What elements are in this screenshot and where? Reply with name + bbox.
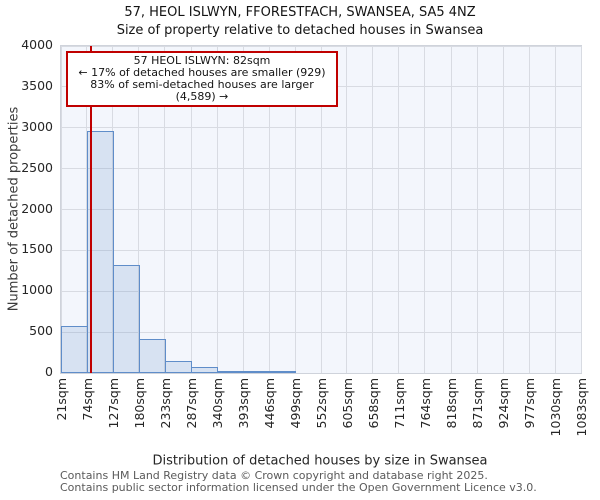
annotation-line-1: 57 HEOL ISLWYN: 82sqm [133, 54, 271, 67]
y-tick-label: 4000 [21, 37, 53, 52]
y-tick-label: 3500 [21, 77, 53, 93]
gridline-horizontal [61, 290, 581, 292]
property-size-marker-line [89, 46, 92, 373]
histogram-bar [269, 371, 297, 373]
y-tick-label: 500 [29, 323, 53, 339]
x-tick-label: 658sqm [365, 378, 381, 429]
gridline-vertical [580, 46, 582, 373]
gridline-horizontal [61, 45, 581, 47]
x-tick-label: 180sqm [131, 378, 147, 429]
chart-subtitle: Size of property relative to detached ho… [116, 23, 484, 38]
x-tick-label: 818sqm [444, 378, 460, 429]
x-tick-label: 552sqm [314, 378, 329, 429]
histogram-bar [112, 265, 140, 373]
histogram-bar [138, 339, 166, 373]
x-tick-label: 1030sqm [548, 378, 564, 437]
annotation-box: 57 HEOL ISLWYN: 82sqm ← 17% of detached … [66, 51, 338, 107]
y-tick-label: 2500 [21, 159, 53, 175]
annotation-line-3: 83% of semi-detached houses are larger (… [90, 78, 314, 103]
histogram-bar [164, 360, 193, 373]
page-title: 57, HEOL ISLWYN, FFORESTFACH, SWANSEA, S… [124, 5, 476, 20]
x-tick-label: 340sqm [210, 378, 226, 429]
x-tick-label: 871sqm [470, 378, 486, 429]
x-tick-label: 924sqm [496, 378, 512, 429]
histogram-bar [243, 371, 271, 373]
gridline-horizontal [61, 249, 581, 251]
x-tick-label: 977sqm [522, 378, 538, 429]
x-tick-label: 74sqm [79, 378, 95, 421]
footer-licence-line: Contains public sector information licen… [60, 481, 537, 494]
x-tick-label: 711sqm [391, 378, 407, 429]
x-tick-label: 21sqm [54, 378, 69, 421]
x-tick-label: 1083sqm [574, 378, 589, 437]
x-tick-label: 127sqm [105, 378, 121, 429]
gridline-horizontal [61, 127, 581, 129]
plot-area: 57 HEOL ISLWYN: 82sqm ← 17% of detached … [60, 45, 582, 374]
gridline-horizontal [61, 331, 581, 333]
y-tick-label: 1000 [21, 282, 53, 298]
gridline-horizontal [61, 209, 581, 210]
x-tick-label: 764sqm [417, 378, 433, 429]
x-axis-label: Distribution of detached houses by size … [152, 453, 488, 469]
x-tick-label: 446sqm [262, 378, 278, 429]
histogram-bar [217, 370, 245, 373]
x-tick-label: 287sqm [184, 378, 200, 429]
annotation-line-2: ← 17% of detached houses are smaller (92… [78, 66, 326, 79]
x-tick-label: 233sqm [157, 378, 173, 429]
y-tick-label: 3000 [21, 118, 53, 134]
footer-copyright-line: Contains HM Land Registry data © Crown c… [60, 469, 488, 482]
x-tick-label: 605sqm [339, 378, 355, 429]
y-axis-label: Number of detached properties [6, 106, 22, 312]
y-tick-label: 2000 [21, 200, 53, 216]
histogram-bar [61, 326, 88, 373]
x-tick-label: 499sqm [288, 378, 304, 429]
histogram-bar [191, 366, 219, 373]
y-tick-label: 0 [45, 364, 53, 379]
y-tick-label: 1500 [21, 241, 53, 257]
x-tick-label: 393sqm [236, 378, 252, 429]
gridline-horizontal [61, 168, 581, 170]
